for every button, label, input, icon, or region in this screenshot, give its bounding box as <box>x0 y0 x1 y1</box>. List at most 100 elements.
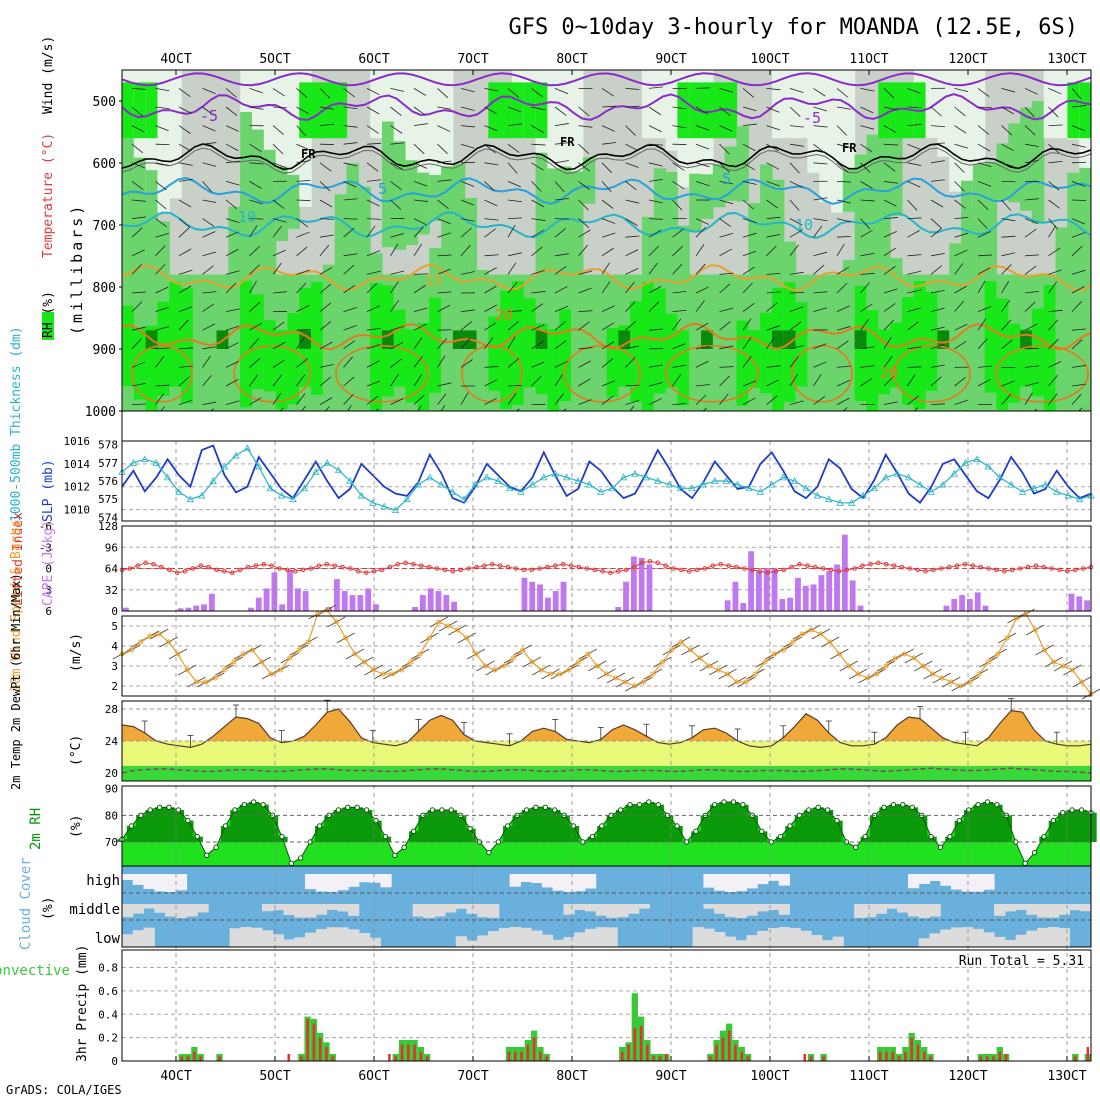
cape-bar <box>419 595 426 611</box>
wind-barb <box>1071 393 1082 405</box>
wind-barb <box>907 307 922 312</box>
lifted-point <box>805 563 810 568</box>
wind-barb <box>883 106 898 111</box>
ua-tick-label: 1000 <box>85 405 116 420</box>
wind-barb <box>907 143 921 150</box>
time-label-bottom: 13OCT <box>1047 1069 1086 1084</box>
cloud-high-gap <box>724 874 737 892</box>
cloud-middle-gap <box>757 904 769 912</box>
wind-tick-label: 3 <box>111 660 118 673</box>
rh2m-high-cell <box>126 826 138 842</box>
wind-barb <box>319 199 333 208</box>
rh2m-point <box>298 855 304 861</box>
panel-frame <box>121 700 1092 782</box>
cloud-low-gap <box>552 939 564 947</box>
time-label-top: 4OCT <box>160 52 191 67</box>
wind-barb <box>695 300 705 312</box>
lifted-point <box>269 563 274 568</box>
cloud-high-gap <box>132 874 145 885</box>
wind-barb <box>390 325 405 331</box>
cloud-middle-gap <box>1004 904 1017 912</box>
cloud-high-gap <box>972 874 984 892</box>
wind10m-panel <box>112 604 1100 700</box>
wind-barb <box>578 244 588 257</box>
cape-bar <box>646 564 653 611</box>
wind-barb <box>578 181 590 191</box>
wind-speed-point <box>864 675 870 681</box>
temperature-contours <box>122 72 1091 403</box>
wind-speed-point <box>585 651 591 657</box>
wind-barb <box>672 309 687 312</box>
wind-barb <box>460 125 475 128</box>
wind-barb <box>531 361 545 368</box>
wind-barb <box>324 406 330 411</box>
rh-cell <box>795 302 808 387</box>
wind-barb <box>343 125 358 128</box>
cloud-high-gap <box>552 874 564 891</box>
lifted-point <box>702 566 708 571</box>
wind-barb <box>813 361 827 368</box>
wind-barb <box>625 268 639 275</box>
lifted-point <box>844 567 850 573</box>
wind-barb <box>601 341 615 350</box>
cape-bar <box>826 571 833 611</box>
rh-cell <box>996 143 1009 201</box>
precip-conv-bar <box>1074 1056 1077 1061</box>
lifted-point <box>710 563 716 568</box>
wind-barb <box>249 322 262 331</box>
precip-conv-bar <box>300 1056 303 1061</box>
wind-barb <box>272 143 284 155</box>
wind-barb <box>813 291 828 294</box>
thickness-point <box>528 480 537 488</box>
wind-barb <box>648 229 662 238</box>
cape-bar <box>248 607 254 611</box>
rh-cell <box>795 70 808 139</box>
cape-bar <box>373 604 379 611</box>
wind-barb <box>272 291 287 294</box>
wind-barb <box>272 199 285 209</box>
cloud-high-gap <box>703 874 715 888</box>
cape-bar <box>193 605 200 611</box>
wind-barb <box>132 414 146 417</box>
wind-barb <box>907 395 919 405</box>
wind-speed-point <box>678 639 684 645</box>
wind-barb <box>531 218 546 221</box>
cloud-middle-gap <box>897 904 909 913</box>
wind-barb <box>484 125 498 132</box>
cloud-high-gap <box>337 874 349 891</box>
wind-barb <box>272 218 287 223</box>
wind-barb <box>319 283 332 294</box>
wind-barb <box>742 380 757 387</box>
rh2m-point <box>486 849 492 856</box>
cloud-low-gap <box>983 932 995 947</box>
rh2m-point <box>1050 817 1057 824</box>
wind-barb <box>249 397 262 405</box>
thickness-point <box>654 477 662 484</box>
rh-cell <box>204 274 218 411</box>
wind-barb <box>883 288 898 294</box>
wind-barb <box>836 379 850 387</box>
rh2m-high-cell <box>456 815 467 842</box>
wind-speed-point <box>576 659 582 665</box>
thickness-tick-label: 575 <box>98 493 118 506</box>
wind-barb <box>1096 181 1100 188</box>
wind-barb <box>202 88 216 95</box>
wind-barb <box>789 162 800 174</box>
thickness-point <box>198 491 206 499</box>
wind-barb <box>554 374 563 387</box>
rh-cell <box>1008 123 1021 203</box>
wind-barb <box>672 318 682 331</box>
rh2m-high-cell <box>164 807 175 842</box>
wind-barb <box>836 397 850 405</box>
contour-label-10-b: 10 <box>795 216 813 234</box>
rh2m-point <box>260 801 266 808</box>
wind-barb <box>930 376 942 387</box>
wind-barb <box>1048 218 1059 230</box>
wind-barb <box>249 374 259 387</box>
wind-barb <box>225 218 240 224</box>
wind-barb <box>907 124 922 126</box>
cloud-middle-gap <box>1069 904 1081 911</box>
wind-speed-point <box>902 651 908 657</box>
lifted-point <box>781 567 787 573</box>
wind-speed-point <box>343 635 349 641</box>
